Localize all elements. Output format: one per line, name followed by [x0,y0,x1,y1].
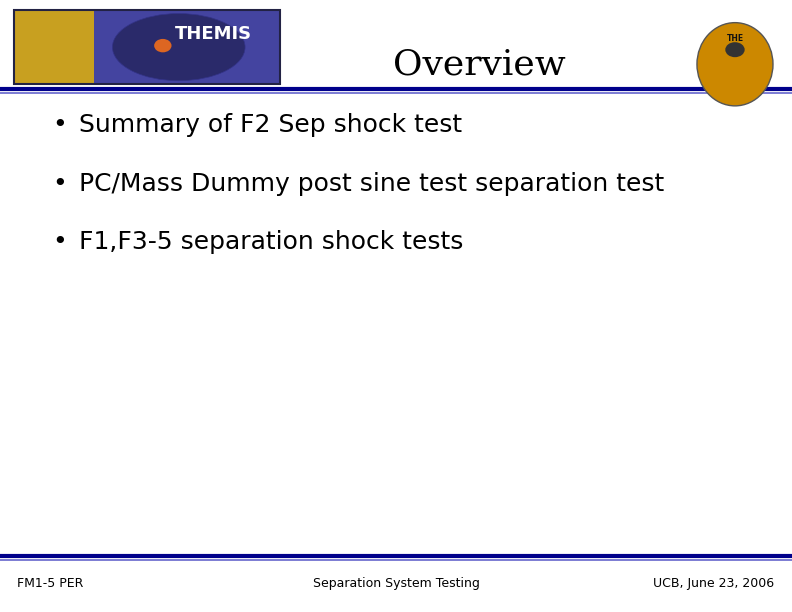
Text: FM1-5 PER: FM1-5 PER [17,577,84,590]
Text: Summary of F2 Sep shock test: Summary of F2 Sep shock test [79,113,463,138]
Text: •: • [52,171,67,196]
Text: Overview: Overview [393,47,565,81]
Text: THE: THE [726,34,744,43]
Text: Separation System Testing: Separation System Testing [313,577,479,590]
Text: UCB, June 23, 2006: UCB, June 23, 2006 [653,577,775,590]
Text: PC/Mass Dummy post sine test separation test: PC/Mass Dummy post sine test separation … [79,171,664,196]
Text: •: • [52,230,67,254]
Text: THEMIS: THEMIS [175,24,252,43]
Text: F1,F3-5 separation shock tests: F1,F3-5 separation shock tests [79,230,463,254]
Text: •: • [52,113,67,138]
